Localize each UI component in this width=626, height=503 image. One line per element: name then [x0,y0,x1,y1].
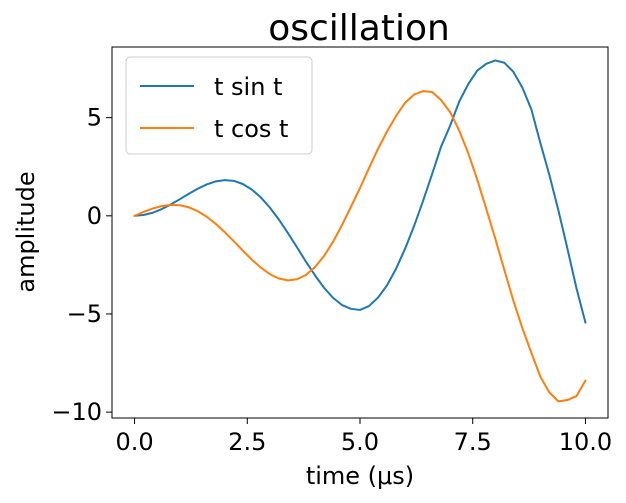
legend: t sin t t cos t [125,56,313,155]
legend-box [125,56,313,155]
plot-area [133,59,587,403]
x-tick-label: 2.5 [228,428,266,456]
x-tick-label: 10.0 [559,428,612,456]
series-line-t-cos-t [133,90,587,403]
x-tick-label: 7.5 [454,428,492,456]
y-tick-label: 0 [87,202,102,230]
x-axis-label: time (μs) [306,462,414,490]
y-axis-label: amplitude [12,171,40,292]
y-tick-label: 5 [87,104,102,132]
legend-label-t-cos-t: t cos t [214,115,288,143]
chart-title: oscillation [268,8,450,49]
series-line-t-sin-t [133,59,587,324]
x-tick-label: 5.0 [341,428,379,456]
x-axis: 0.0 2.5 5.0 7.5 10.0 [115,418,612,456]
y-tick-label: −10 [51,398,102,426]
y-axis: −10 −5 0 5 [51,104,112,426]
y-tick-label: −5 [67,300,102,328]
legend-label-t-sin-t: t sin t [214,73,282,101]
x-tick-label: 0.0 [115,428,153,456]
